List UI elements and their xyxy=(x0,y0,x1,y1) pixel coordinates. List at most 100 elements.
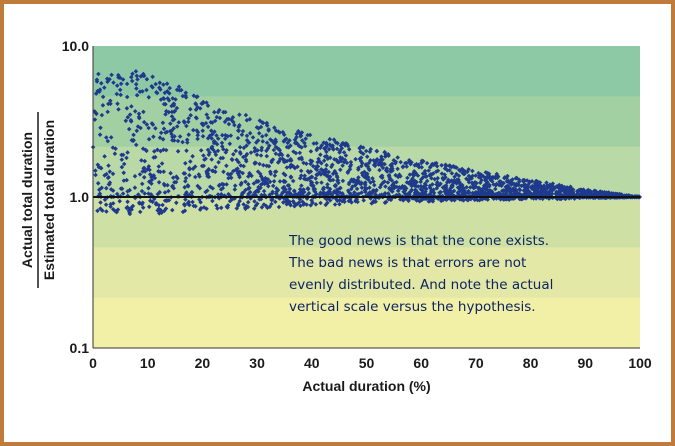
data-point xyxy=(140,89,145,94)
data-point xyxy=(466,167,471,172)
data-point xyxy=(309,198,314,203)
data-point xyxy=(318,152,323,157)
data-point xyxy=(322,146,327,151)
data-point xyxy=(124,81,130,87)
data-point xyxy=(297,175,303,181)
data-point xyxy=(338,167,343,173)
data-point xyxy=(380,165,386,171)
data-point xyxy=(108,135,114,140)
data-point xyxy=(508,178,513,184)
data-point xyxy=(118,92,123,98)
data-point xyxy=(364,154,370,159)
data-point xyxy=(462,190,468,196)
data-point xyxy=(363,182,368,188)
data-point xyxy=(285,153,291,158)
data-point xyxy=(432,176,437,182)
data-point xyxy=(462,169,468,174)
data-point xyxy=(292,203,297,209)
x-tick-labels: 0 10 20 30 40 50 60 70 80 90 100 xyxy=(89,355,652,371)
data-point xyxy=(386,173,392,179)
data-point xyxy=(133,69,139,74)
data-point xyxy=(352,179,358,184)
data-point xyxy=(150,122,156,127)
data-point xyxy=(419,160,425,165)
data-point xyxy=(276,152,282,158)
y-tick-labels: 0.1 1.0 10.0 xyxy=(62,38,89,356)
data-point xyxy=(260,134,265,139)
data-point xyxy=(359,185,365,190)
data-point xyxy=(96,71,101,77)
data-point xyxy=(129,104,134,109)
data-point xyxy=(434,163,440,169)
data-point xyxy=(297,150,303,156)
background-band xyxy=(93,297,640,349)
data-point xyxy=(171,116,177,122)
data-point xyxy=(100,208,105,213)
data-point xyxy=(339,146,345,151)
data-point xyxy=(356,165,361,171)
data-point xyxy=(281,139,287,144)
x-tick-label: 60 xyxy=(413,355,429,371)
data-point xyxy=(95,88,100,94)
data-point xyxy=(391,180,397,186)
annotation-line: The good news is that the cone exists. xyxy=(288,233,549,249)
data-point xyxy=(308,149,314,154)
data-point xyxy=(110,171,116,177)
data-point xyxy=(115,101,120,106)
data-point xyxy=(347,198,353,203)
data-point xyxy=(386,191,391,196)
data-point xyxy=(494,191,500,197)
data-point xyxy=(93,172,98,178)
data-point xyxy=(273,151,279,156)
data-point xyxy=(99,185,104,191)
data-point xyxy=(407,192,412,197)
data-point xyxy=(102,197,108,202)
data-point xyxy=(436,183,441,188)
y-tick-label: 10.0 xyxy=(62,38,89,54)
data-point xyxy=(254,152,260,157)
data-point xyxy=(273,199,278,205)
data-point xyxy=(398,185,404,191)
data-point xyxy=(316,156,321,162)
data-point xyxy=(418,179,423,185)
data-point xyxy=(274,191,279,197)
data-point xyxy=(288,162,294,168)
data-point xyxy=(393,159,399,165)
data-point xyxy=(408,181,414,187)
data-point xyxy=(452,197,457,203)
data-point xyxy=(366,160,372,166)
data-point xyxy=(341,159,347,165)
data-point xyxy=(193,102,199,107)
data-point xyxy=(113,208,118,214)
data-point xyxy=(277,156,283,162)
data-point xyxy=(315,159,320,165)
data-point xyxy=(107,169,113,174)
data-point xyxy=(405,175,410,181)
y-axis-title-numerator: Actual total duration xyxy=(19,132,35,268)
data-point xyxy=(119,164,125,170)
data-point xyxy=(345,169,351,174)
data-point xyxy=(138,125,143,131)
data-point xyxy=(403,160,408,166)
data-point xyxy=(171,126,176,131)
data-point xyxy=(300,138,305,143)
x-tick-label: 100 xyxy=(628,355,652,371)
data-point xyxy=(95,181,101,186)
data-point xyxy=(328,155,333,160)
data-point xyxy=(321,140,326,145)
data-point xyxy=(363,180,368,185)
data-point xyxy=(123,118,129,124)
data-point xyxy=(388,169,394,174)
data-point xyxy=(445,190,451,196)
data-point xyxy=(129,78,135,84)
data-point xyxy=(266,183,271,189)
data-point xyxy=(112,151,118,156)
data-point xyxy=(352,190,357,195)
data-point xyxy=(468,185,473,190)
data-point xyxy=(230,115,236,120)
data-point xyxy=(313,202,319,207)
data-point xyxy=(258,173,264,179)
data-point xyxy=(337,201,342,207)
x-tick-label: 10 xyxy=(140,355,156,371)
